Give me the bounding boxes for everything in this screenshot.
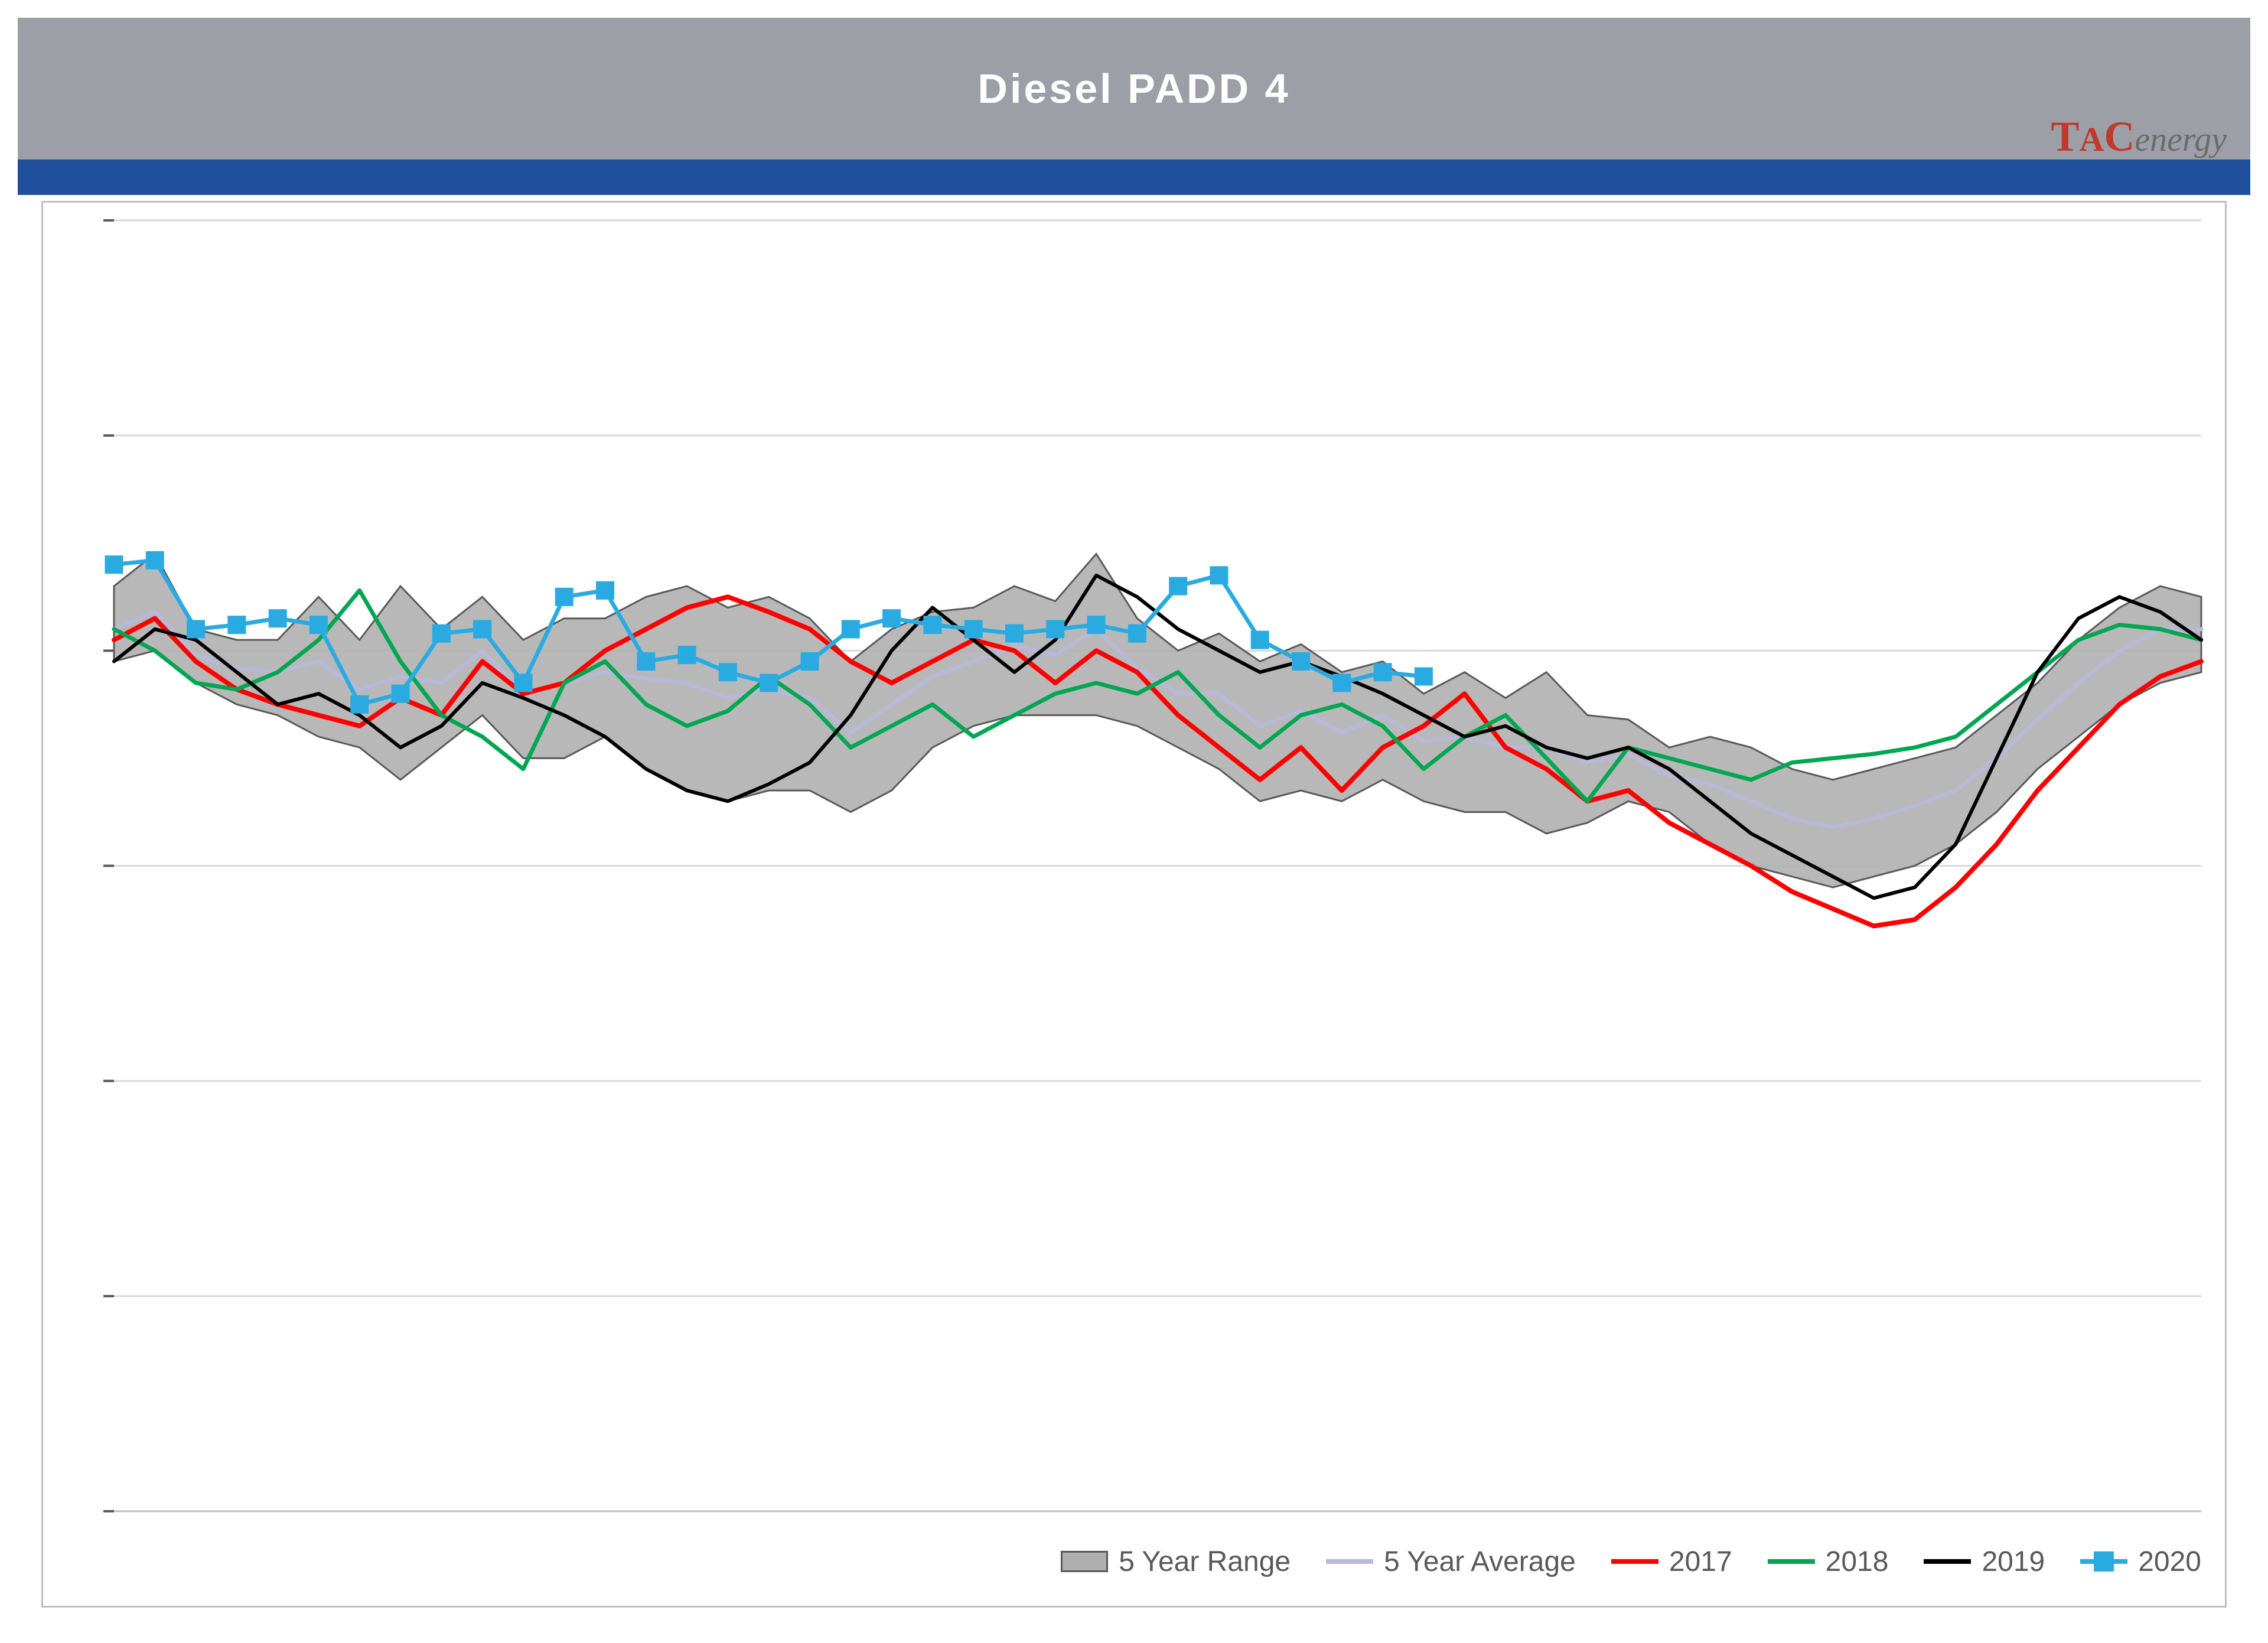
chart-svg (43, 203, 2225, 1606)
legend-item-2018: 2018 (1768, 1546, 1889, 1578)
plot-area: 5 Year Range 5 Year Average 2017 2018 20… (41, 201, 2227, 1608)
line-swatch-icon (1326, 1559, 1373, 1564)
legend-item-avg: 5 Year Average (1326, 1546, 1576, 1578)
legend: 5 Year Range 5 Year Average 2017 2018 20… (43, 1535, 2201, 1588)
legend-label: 5 Year Average (1384, 1546, 1576, 1578)
line-swatch-icon (1924, 1559, 1971, 1564)
marker-swatch-icon (2080, 1559, 2127, 1564)
chart-container: Diesel PADD 4 TACenergy 5 Year Range 5 Y… (0, 0, 2268, 1643)
legend-label: 2019 (1982, 1546, 2045, 1578)
legend-label: 2017 (1669, 1546, 1732, 1578)
legend-label: 5 Year Range (1119, 1546, 1291, 1578)
legend-label: 2020 (2138, 1546, 2201, 1578)
chart-title: Diesel PADD 4 (977, 65, 1290, 112)
legend-item-range: 5 Year Range (1061, 1546, 1291, 1578)
legend-item-2019: 2019 (1924, 1546, 2045, 1578)
brand-logo: TACenergy (2051, 112, 2227, 161)
range-swatch-icon (1061, 1551, 1108, 1572)
legend-item-2017: 2017 (1611, 1546, 1732, 1578)
line-swatch-icon (1768, 1559, 1815, 1564)
title-bar: Diesel PADD 4 (18, 18, 2250, 160)
accent-stripe (18, 160, 2250, 195)
legend-label: 2018 (1826, 1546, 1889, 1578)
line-swatch-icon (1611, 1559, 1658, 1564)
legend-item-2020: 2020 (2080, 1546, 2201, 1578)
